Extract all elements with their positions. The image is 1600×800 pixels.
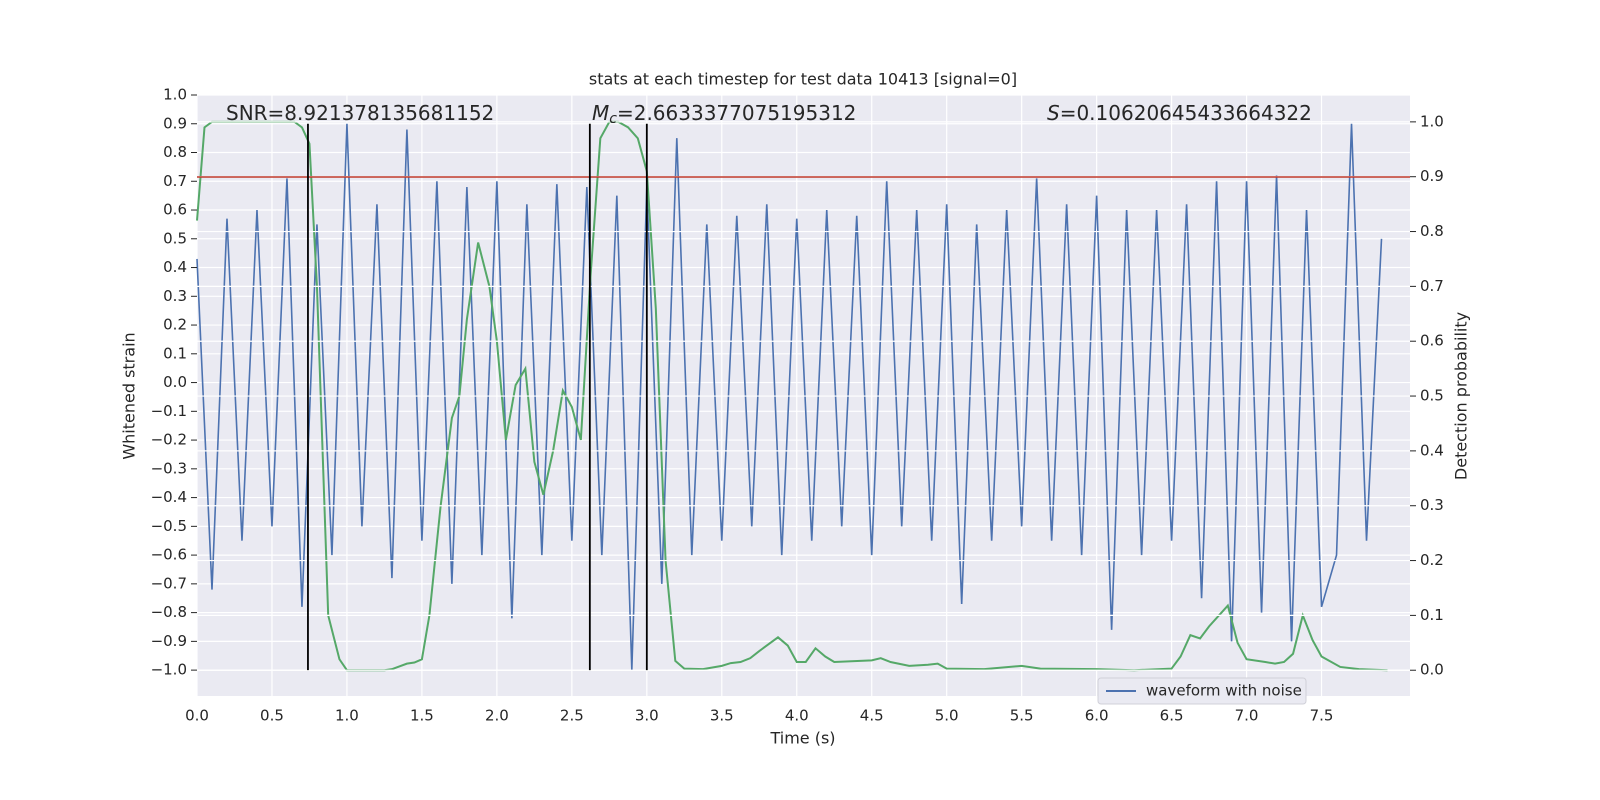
y-tick-label: 1.0 xyxy=(163,86,187,104)
y2-tick-label: 0.7 xyxy=(1420,277,1444,295)
annotation-text: =2.6633377075195312 xyxy=(617,101,856,125)
y-tick-label: 0.9 xyxy=(163,114,187,132)
x-tick-label: 5.0 xyxy=(935,707,959,725)
x-tick-label: 5.5 xyxy=(1010,707,1034,725)
y2-tick-label: 0.6 xyxy=(1420,332,1444,350)
x-tick-label: 1.0 xyxy=(335,707,359,725)
y2-tick-label: 1.0 xyxy=(1420,112,1444,130)
y2-tick-label: 0.0 xyxy=(1420,661,1444,679)
annotation-symbol: S xyxy=(1047,101,1060,125)
x-tick-label: 3.5 xyxy=(710,707,734,725)
y2-tick-label: 0.3 xyxy=(1420,496,1444,514)
annotation-symbol: M xyxy=(592,101,609,125)
y2-tick-label: 0.1 xyxy=(1420,606,1444,624)
annotation-text: SNR=8.921378135681152 xyxy=(226,101,494,125)
y-tick-label: 0.3 xyxy=(163,287,187,305)
y-tick-label: 0.0 xyxy=(163,373,187,391)
x-tick-label: 6.0 xyxy=(1085,707,1109,725)
series-line xyxy=(196,123,1383,671)
y-tick-label: −0.4 xyxy=(151,488,187,506)
x-tick-label: 6.5 xyxy=(1160,707,1184,725)
overlay xyxy=(197,121,1410,671)
y2-axis-label: Detection probability xyxy=(1452,312,1471,480)
x-tick-label: 3.0 xyxy=(635,707,659,725)
x-tick-label: 7.5 xyxy=(1310,707,1334,725)
x-axis-label: Time (s) xyxy=(769,729,835,748)
legend-box xyxy=(1097,677,1307,705)
y2-tick-label: 0.8 xyxy=(1420,222,1444,240)
y-tick-label: 0.2 xyxy=(163,316,187,334)
y2-tick-label: 0.4 xyxy=(1420,441,1444,459)
y-tick-label: −0.8 xyxy=(151,603,187,621)
x-tick-label: 0.0 xyxy=(185,707,209,725)
y-tick-label: 0.4 xyxy=(163,258,187,276)
y-tick-label: −0.9 xyxy=(151,632,187,650)
y-tick-label: 0.7 xyxy=(163,172,187,190)
y-tick-label: 0.6 xyxy=(163,201,187,219)
y-tick-label: −0.7 xyxy=(151,574,187,592)
annotation: SNR=8.921378135681152 xyxy=(226,101,494,125)
y-tick-label: 0.1 xyxy=(163,344,187,362)
y-tick-label: 0.8 xyxy=(163,143,187,161)
y-tick-label: −0.5 xyxy=(151,517,187,535)
y-tick-label: −1.0 xyxy=(151,661,187,679)
y2-tick-label: 0.5 xyxy=(1420,387,1444,405)
y-tick-label: −0.6 xyxy=(151,546,187,564)
annotation-subscript: c xyxy=(609,111,617,127)
x-tick-label: 4.0 xyxy=(785,707,809,725)
x-tick-label: 4.5 xyxy=(860,707,884,725)
y-tick-label: −0.3 xyxy=(151,459,187,477)
x-tick-label: 7.0 xyxy=(1235,707,1259,725)
y-tick-label: −0.2 xyxy=(151,431,187,449)
y2-tick-label: 0.2 xyxy=(1420,551,1444,569)
annotation: Mc=2.6633377075195312 xyxy=(592,101,856,128)
x-tick-label: 0.5 xyxy=(260,707,284,725)
annotation-text: =0.10620645433664322 xyxy=(1060,101,1312,125)
y-tick-label: 0.5 xyxy=(163,229,187,247)
data-layer xyxy=(196,120,1388,672)
annotation: S=0.10620645433664322 xyxy=(1047,101,1312,125)
chart-title: stats at each timestep for test data 104… xyxy=(589,70,1017,89)
x-tick-label: 2.5 xyxy=(560,707,584,725)
x-tick-label: 2.0 xyxy=(485,707,509,725)
y-tick-label: −0.1 xyxy=(151,402,187,420)
legend: waveform with noise xyxy=(1097,677,1307,705)
x-tick-label: 1.5 xyxy=(410,707,434,725)
y2-tick-label: 0.9 xyxy=(1420,167,1444,185)
series-line xyxy=(196,120,1388,672)
y-axis-label: Whitened strain xyxy=(120,332,139,459)
legend-label: waveform with noise xyxy=(1146,682,1302,700)
